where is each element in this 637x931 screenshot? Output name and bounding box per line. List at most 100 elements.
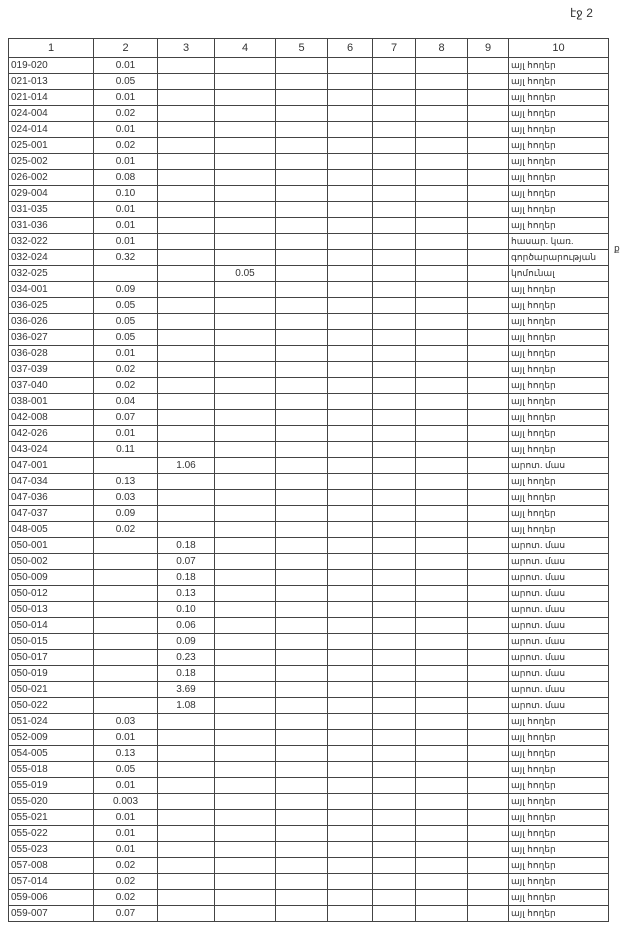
cell-col-5 [275, 665, 328, 682]
cell-col-5 [275, 441, 328, 458]
table-row: 036-028 0.01 այլ հողեր [8, 345, 609, 362]
cell-col-7 [372, 489, 416, 506]
cell-col-8 [415, 649, 468, 666]
cell-col-2: 0.02 [93, 361, 158, 378]
table-row: 054-005 0.13 այլ հողեր [8, 745, 609, 762]
cell-col-8 [415, 633, 468, 650]
cell-col-4 [214, 777, 276, 794]
land-type: այլ հողեր [508, 761, 609, 778]
cell-col-4 [214, 57, 276, 74]
cell-col-6 [327, 585, 373, 602]
cell-col-2: 0.01 [93, 153, 158, 170]
table-row: 050-001 0.18 արոտ. մաս [8, 537, 609, 554]
cell-col-9 [467, 89, 509, 106]
parcel-code: 047-034 [8, 473, 94, 490]
cell-col-6 [327, 681, 373, 698]
cell-col-2: 0.02 [93, 105, 158, 122]
cell-col-5 [275, 313, 328, 330]
cell-col-6 [327, 601, 373, 618]
cell-col-3 [157, 441, 215, 458]
cell-col-7 [372, 297, 416, 314]
cell-col-5 [275, 121, 328, 138]
cell-col-9 [467, 233, 509, 250]
column-header-9: 9 [467, 38, 509, 58]
cell-col-8 [415, 217, 468, 234]
cell-col-6 [327, 905, 373, 922]
cell-col-2: 0.32 [93, 249, 158, 266]
parcel-code: 055-020 [8, 793, 94, 810]
cell-col-6 [327, 281, 373, 298]
cell-col-4 [214, 89, 276, 106]
cell-col-7 [372, 153, 416, 170]
cell-col-9 [467, 633, 509, 650]
parcel-code: 032-022 [8, 233, 94, 250]
cell-col-2 [93, 569, 158, 586]
cell-col-3: 1.08 [157, 697, 215, 714]
cell-col-4 [214, 905, 276, 922]
cell-col-6 [327, 121, 373, 138]
cell-col-4 [214, 601, 276, 618]
cell-col-9 [467, 825, 509, 842]
page-number: էջ 2 [570, 6, 593, 20]
cell-col-6 [327, 185, 373, 202]
cell-col-2: 0.02 [93, 873, 158, 890]
cell-col-4 [214, 249, 276, 266]
cell-col-8 [415, 297, 468, 314]
parcel-code: 050-012 [8, 585, 94, 602]
cell-col-7 [372, 185, 416, 202]
land-type: այլ հողեր [508, 825, 609, 842]
parcel-code: 055-022 [8, 825, 94, 842]
cell-col-6 [327, 265, 373, 282]
cell-col-8 [415, 233, 468, 250]
cell-col-9 [467, 345, 509, 362]
cell-col-3 [157, 761, 215, 778]
cell-col-9 [467, 313, 509, 330]
cell-col-8 [415, 249, 468, 266]
cell-col-2: 0.08 [93, 169, 158, 186]
land-type: այլ հողեր [508, 217, 609, 234]
column-header-3: 3 [157, 38, 215, 58]
cell-col-2: 0.05 [93, 329, 158, 346]
cell-col-3: 0.10 [157, 601, 215, 618]
table-row: 050-014 0.06 արոտ. մաս [8, 617, 609, 634]
table-row: 037-040 0.02 այլ հողեր [8, 377, 609, 394]
cell-col-5 [275, 825, 328, 842]
cell-col-9 [467, 905, 509, 922]
table-row: 026-002 0.08 այլ հողեր [8, 169, 609, 186]
cell-col-6 [327, 441, 373, 458]
land-type: այլ հողեր [508, 809, 609, 826]
land-type: հասար. կառ. [508, 233, 609, 250]
cell-col-7 [372, 889, 416, 906]
cell-col-6 [327, 697, 373, 714]
cell-col-4 [214, 313, 276, 330]
cell-col-5 [275, 281, 328, 298]
cell-col-9 [467, 889, 509, 906]
cell-col-6 [327, 137, 373, 154]
parcel-code: 036-028 [8, 345, 94, 362]
cell-col-4 [214, 457, 276, 474]
cell-col-6 [327, 505, 373, 522]
cell-col-9 [467, 809, 509, 826]
parcel-code: 024-014 [8, 121, 94, 138]
cell-col-5 [275, 745, 328, 762]
cell-col-8 [415, 569, 468, 586]
cell-col-2: 0.07 [93, 409, 158, 426]
cell-col-4 [214, 345, 276, 362]
cell-col-8 [415, 89, 468, 106]
cell-col-5 [275, 761, 328, 778]
cell-col-9 [467, 57, 509, 74]
cell-col-4 [214, 121, 276, 138]
cell-col-6 [327, 89, 373, 106]
cell-col-2: 0.01 [93, 809, 158, 826]
parcel-code: 050-009 [8, 569, 94, 586]
table-row: 050-017 0.23 արոտ. մաս [8, 649, 609, 666]
table-row: 059-007 0.07 այլ հողեր [8, 905, 609, 922]
parcel-code: 042-026 [8, 425, 94, 442]
cell-col-3: 3.69 [157, 681, 215, 698]
table-row: 050-022 1.08 արոտ. մաս [8, 697, 609, 714]
cell-col-5 [275, 569, 328, 586]
cell-col-9 [467, 777, 509, 794]
cell-col-7 [372, 857, 416, 874]
cell-col-5 [275, 537, 328, 554]
parcel-code: 050-019 [8, 665, 94, 682]
